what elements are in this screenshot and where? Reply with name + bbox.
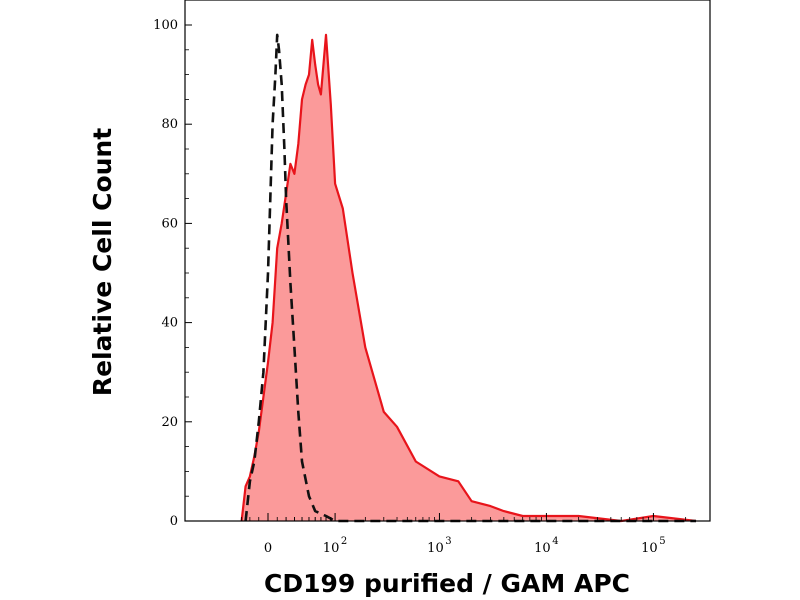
x-tick-exponent-1: 2 xyxy=(341,536,347,547)
x-tick-label-1: 10 xyxy=(323,541,340,556)
y-tick-label-100: 100 xyxy=(153,18,178,33)
y-tick-label-40: 40 xyxy=(161,316,178,331)
x-tick-label-0: 0 xyxy=(264,541,272,556)
x-tick-label-4: 10 xyxy=(641,541,658,556)
x-tick-label-2: 10 xyxy=(427,541,444,556)
y-axis: 0 20 40 60 80 100 xyxy=(153,18,192,529)
x-axis-title: CD199 purified / GAM APC xyxy=(264,569,630,598)
x-tick-exponent-4: 5 xyxy=(659,536,665,547)
series-line-0 xyxy=(240,33,697,523)
y-tick-label-0: 0 xyxy=(170,514,178,529)
series-line-1 xyxy=(244,33,696,523)
y-tick-label-60: 60 xyxy=(161,216,178,231)
plot-frame xyxy=(184,0,711,522)
series-fill-0 xyxy=(241,34,696,522)
x-axis: 0 10 2 10 3 10 4 10 5 xyxy=(241,513,687,556)
y-tick-label-80: 80 xyxy=(161,117,178,132)
y-axis-title: Relative Cell Count xyxy=(88,128,117,396)
x-tick-label-3: 10 xyxy=(534,541,551,556)
series-layer xyxy=(240,33,697,523)
x-tick-exponent-3: 4 xyxy=(552,536,558,547)
x-tick-exponent-2: 3 xyxy=(445,536,451,547)
y-tick-label-20: 20 xyxy=(161,415,178,430)
